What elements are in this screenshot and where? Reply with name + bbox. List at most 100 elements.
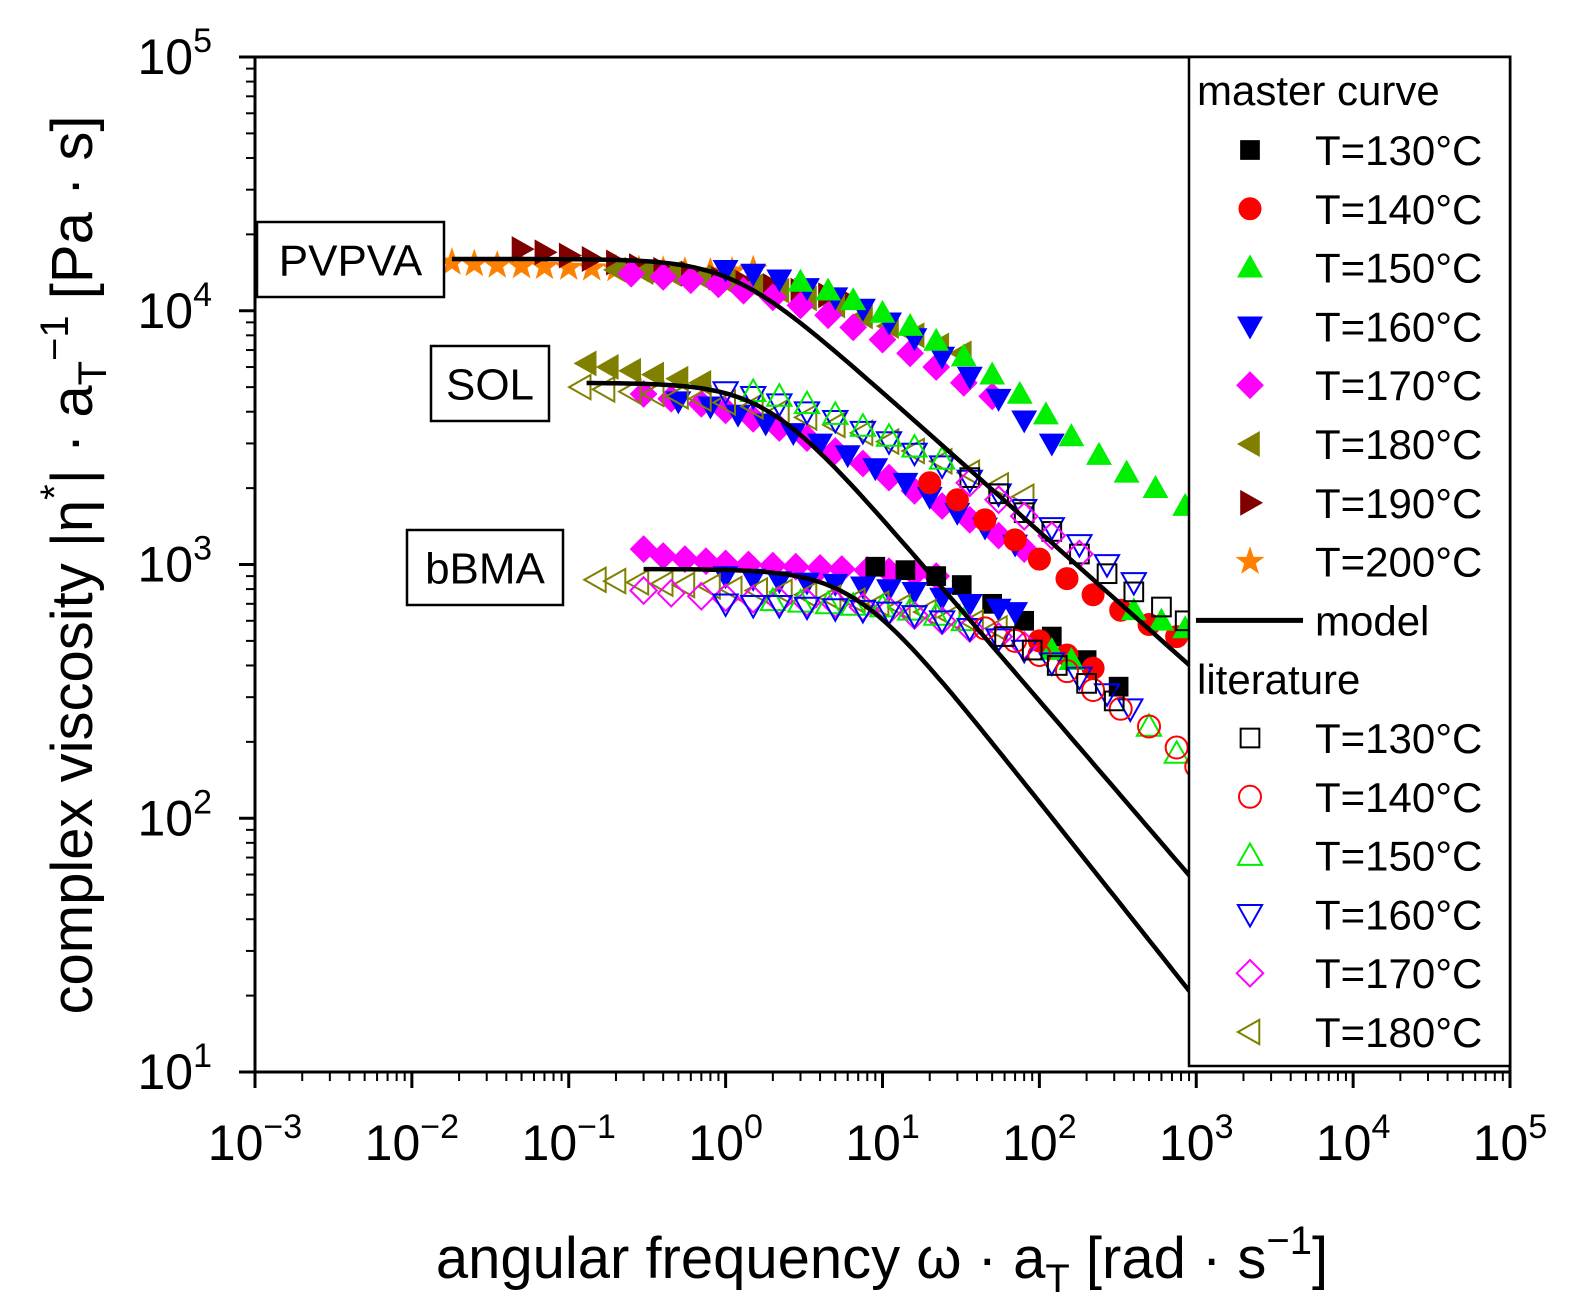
- legend-marker: [1235, 958, 1265, 988]
- data-point: [1058, 646, 1085, 670]
- data-point: [787, 268, 814, 292]
- data-point: [1113, 459, 1140, 483]
- data-point: [792, 403, 818, 432]
- data-point: [862, 458, 889, 482]
- data-point: [617, 259, 646, 288]
- data-point: [849, 412, 877, 437]
- data-point: [1081, 583, 1105, 607]
- data-point: [573, 350, 597, 377]
- data-point: [1032, 401, 1059, 425]
- data-point: [781, 552, 810, 581]
- data-point: [1148, 607, 1175, 631]
- legend-item-literature-3: T=160°C: [1236, 891, 1482, 938]
- y-tick-label: 103: [137, 530, 212, 593]
- data-point: [1027, 642, 1052, 667]
- legend-item-master-3: T=160°C: [1237, 303, 1482, 350]
- data-point: [766, 269, 793, 293]
- data-point: [897, 312, 924, 336]
- series-6: [573, 350, 712, 396]
- data-point: [1011, 410, 1038, 434]
- data-point: [922, 601, 951, 626]
- annotation-pvpva: PVPVA: [255, 220, 446, 299]
- legend-label: T=170°C: [1315, 950, 1482, 997]
- legend-label: T=180°C: [1315, 421, 1482, 468]
- data-point: [928, 455, 956, 480]
- data-point: [1046, 655, 1068, 676]
- data-point: [618, 357, 641, 384]
- legend-item-master-7: T=200°C: [1235, 539, 1482, 586]
- data-point: [1135, 712, 1163, 737]
- data-point: [928, 445, 956, 470]
- legend-label: T=160°C: [1315, 891, 1482, 938]
- x-tick-label: 104: [1316, 1108, 1391, 1171]
- data-point: [1065, 666, 1094, 692]
- x-tick-label: 100: [688, 1108, 763, 1171]
- y-axis-title: complex viscosity |η*| · aT−1 [Pa · s]: [33, 116, 115, 1015]
- data-point: [1069, 543, 1090, 565]
- legend-title-master: master curve: [1197, 67, 1440, 114]
- legend-item-literature-5: T=180°C: [1235, 1009, 1482, 1056]
- data-point: [892, 472, 919, 496]
- data-point: [649, 262, 678, 291]
- data-point: [1021, 639, 1043, 661]
- data-point: [758, 283, 787, 312]
- series-5: [787, 268, 1199, 516]
- annotation-box: [405, 528, 565, 607]
- legend-label: T=180°C: [1315, 1009, 1482, 1056]
- y-tick-label: 105: [137, 22, 212, 85]
- data-point: [1076, 673, 1097, 694]
- data-point: [950, 343, 977, 367]
- legend-item-master-6: T=190°C: [1240, 480, 1482, 527]
- data-point: [868, 592, 897, 618]
- data-point: [1006, 380, 1033, 404]
- legend-item-master-0: T=130°C: [1240, 127, 1482, 174]
- data-point: [696, 572, 721, 601]
- legend-label: T=130°C: [1315, 127, 1482, 174]
- legend-marker: [1236, 841, 1264, 866]
- legend-label: T=200°C: [1315, 539, 1482, 586]
- data-point: [849, 576, 876, 600]
- data-point: [639, 380, 665, 408]
- data-point: [711, 388, 736, 417]
- data-point: [918, 471, 942, 495]
- data-point: [738, 584, 768, 614]
- data-point: [711, 593, 740, 618]
- legend-marker: [1239, 727, 1261, 749]
- data-point: [670, 545, 699, 574]
- legend-marker: [1237, 316, 1263, 340]
- data-point: [821, 400, 850, 425]
- data-point: [979, 361, 1006, 385]
- x-tick-label: 10−1: [522, 1108, 616, 1171]
- series-26: [994, 626, 1125, 712]
- model-curve-sol: [586, 380, 1199, 885]
- legend-item-literature-4: T=170°C: [1235, 950, 1482, 997]
- x-tick-label: 102: [1002, 1108, 1077, 1171]
- model-curves: [451, 256, 1199, 1002]
- data-point: [725, 404, 751, 428]
- data-point: [1086, 441, 1112, 465]
- x-axis-title: angular frequency ω · aT [rad · s−1]: [436, 1219, 1328, 1301]
- annotation-box: [429, 344, 551, 423]
- data-point: [1093, 683, 1121, 708]
- data-point: [1093, 554, 1121, 579]
- annotation-sol: SOL: [429, 344, 551, 423]
- data-point: [687, 384, 712, 413]
- data-point: [629, 535, 658, 564]
- data-point: [1108, 696, 1133, 721]
- data-point: [1038, 433, 1065, 457]
- series-18: [712, 566, 1029, 626]
- legend-marker: [1236, 371, 1264, 400]
- legend-item-literature-1: T=140°C: [1238, 774, 1482, 821]
- data-point: [821, 410, 850, 435]
- annotation-box: [255, 220, 446, 299]
- x-tick-label: 10−2: [365, 1108, 459, 1171]
- data-point: [875, 431, 903, 456]
- data-point: [1123, 581, 1145, 603]
- data-point: [814, 301, 843, 330]
- data-point: [849, 420, 877, 446]
- data-point: [956, 366, 983, 390]
- legend-item-literature-2: T=150°C: [1236, 833, 1482, 880]
- data-point: [765, 382, 794, 407]
- data-point: [869, 299, 896, 323]
